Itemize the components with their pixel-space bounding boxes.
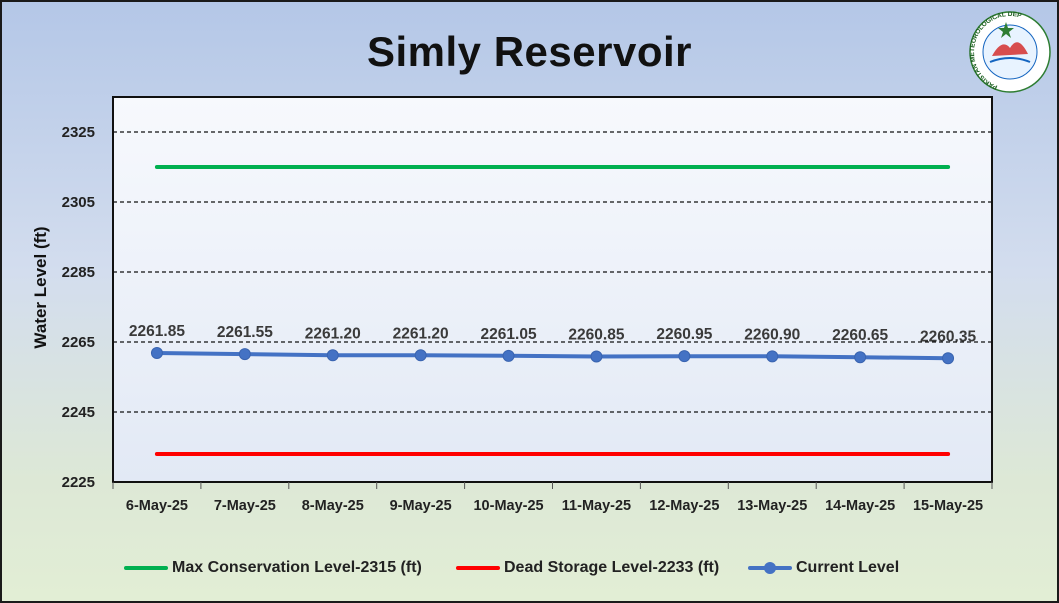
data-label: 2261.20 xyxy=(305,325,361,342)
x-tick-label: 10-May-25 xyxy=(473,498,543,514)
data-label: 2261.05 xyxy=(481,326,537,343)
data-point xyxy=(414,349,427,362)
pmd-logo: PAKISTAN METEOROLOGICAL DEPARTMENT xyxy=(962,4,1051,100)
y-axis-label: Water Level (ft) xyxy=(31,226,50,348)
x-tick-label: 7-May-25 xyxy=(214,498,276,514)
legend-label: Max Conservation Level-2315 (ft) xyxy=(172,559,422,576)
legend-swatch xyxy=(748,556,792,580)
data-point xyxy=(326,349,339,362)
legend-label: Current Level xyxy=(796,559,900,576)
data-label: 2261.85 xyxy=(129,323,185,340)
chart-legend: Max Conservation Level-2315 (ft) Dead Sto… xyxy=(0,556,1059,580)
data-point xyxy=(854,351,867,364)
plot-area xyxy=(112,96,993,483)
y-tick-label: 2305 xyxy=(62,194,95,211)
y-tick-label: 2265 xyxy=(62,334,95,351)
legend-item: Current Level xyxy=(748,556,899,580)
legend-item: Dead Storage Level-2233 (ft) xyxy=(456,556,719,580)
data-point xyxy=(590,350,603,363)
x-tick-label: 11-May-25 xyxy=(562,498,631,514)
data-point xyxy=(150,347,163,360)
data-label: 2260.35 xyxy=(920,328,976,345)
series-line-3 xyxy=(154,351,951,361)
data-label: 2260.95 xyxy=(656,326,712,343)
y-tick-label: 2245 xyxy=(62,404,95,421)
data-label: 2260.90 xyxy=(744,326,800,343)
x-tick-label: 8-May-25 xyxy=(302,498,364,514)
data-label: 2260.65 xyxy=(832,327,888,344)
x-tick-label: 15-May-25 xyxy=(913,498,983,514)
data-point xyxy=(502,349,515,362)
data-point xyxy=(942,352,955,365)
y-tick-label: 2285 xyxy=(62,264,95,281)
x-tick-label: 9-May-25 xyxy=(390,498,452,514)
data-point xyxy=(766,350,779,363)
legend-label: Dead Storage Level-2233 (ft) xyxy=(504,559,720,576)
y-tick-label: 2325 xyxy=(62,124,95,141)
data-label: 2261.55 xyxy=(217,324,273,341)
x-tick-label: 6-May-25 xyxy=(126,498,188,514)
y-tick-label: 2225 xyxy=(62,474,95,491)
x-tick-label: 14-May-25 xyxy=(825,498,895,514)
x-tick-label: 12-May-25 xyxy=(649,498,719,514)
legend-swatch xyxy=(456,556,500,580)
legend-item: Max Conservation Level-2315 (ft) xyxy=(124,556,422,580)
x-tick-label: 13-May-25 xyxy=(737,498,807,514)
legend-swatch xyxy=(124,556,168,580)
data-label: 2261.20 xyxy=(393,325,449,342)
chart-title: Simly Reservoir xyxy=(366,28,692,75)
data-label: 2260.85 xyxy=(568,327,624,344)
data-point xyxy=(678,350,691,363)
data-point xyxy=(238,348,251,361)
